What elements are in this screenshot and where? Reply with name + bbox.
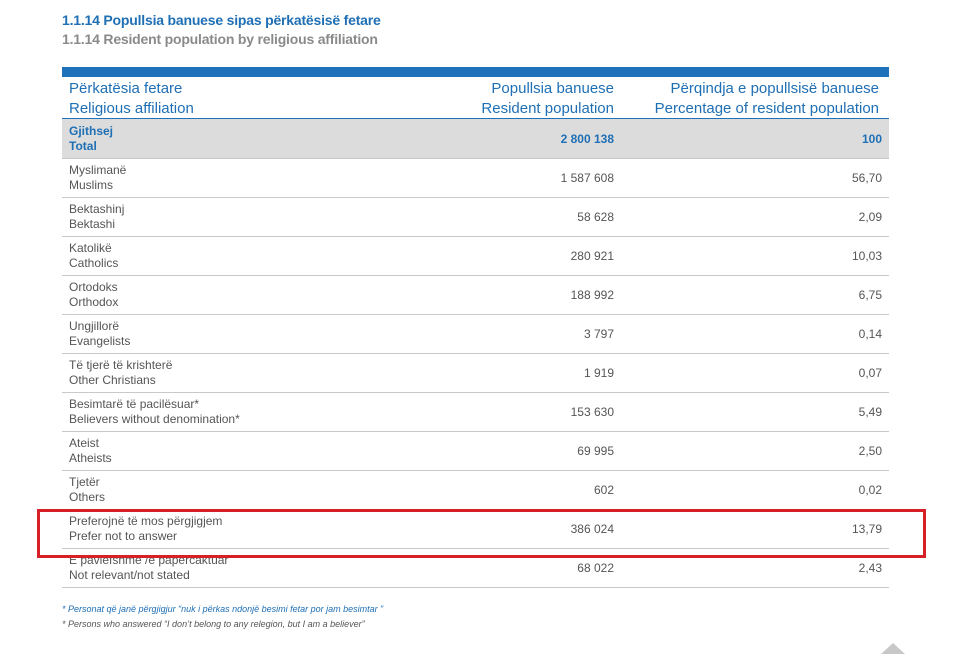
row-population: 602 bbox=[593, 483, 614, 497]
table-header: Përkatësia fetare Religious affiliation … bbox=[62, 77, 889, 119]
row-label-sq: Ateist bbox=[69, 436, 100, 450]
row-population: 280 921 bbox=[570, 249, 614, 263]
title-albanian: 1.1.14 Popullsia banuese sipas përkatësi… bbox=[62, 12, 381, 28]
row-label: Gjithsej Total bbox=[62, 124, 460, 154]
row-label: Myslimanë Muslims bbox=[62, 163, 460, 193]
header-population-en: Resident population bbox=[481, 100, 614, 117]
row-percent: 13,79 bbox=[851, 522, 882, 536]
row-percent: 5,49 bbox=[858, 405, 882, 419]
row-label-en: Catholics bbox=[69, 256, 119, 270]
row-label-en: Muslims bbox=[69, 178, 113, 192]
row-label: Bektashinj Bektashi bbox=[62, 202, 460, 232]
table-title: 1.1.14 Popullsia banuese sipas përkatësi… bbox=[62, 11, 381, 49]
table-row: Ortodoks Orthodox 188 992 6,75 bbox=[62, 276, 889, 315]
row-label-en: Atheists bbox=[69, 451, 112, 465]
row-label-sq: Të tjerë të krishterë bbox=[69, 358, 173, 372]
row-label: Të tjerë të krishterë Other Christians bbox=[62, 358, 460, 388]
row-label: Ungjillorë Evangelists bbox=[62, 319, 460, 349]
row-label-sq: Katolikë bbox=[69, 241, 112, 255]
footnotes: * Personat që janë përgjigjur “nuk i për… bbox=[62, 602, 383, 632]
row-label-sq: Myslimanë bbox=[69, 163, 127, 177]
row-label-en: Prefer not to answer bbox=[69, 529, 178, 543]
table-row: Ungjillorë Evangelists 3 797 0,14 bbox=[62, 315, 889, 354]
table-row: Të tjerë të krishterë Other Christians 1… bbox=[62, 354, 889, 393]
row-population: 68 022 bbox=[577, 561, 614, 575]
row-label-en: Bektashi bbox=[69, 217, 116, 231]
row-label-en: Total bbox=[69, 138, 97, 153]
row-percent: 0,14 bbox=[858, 327, 882, 341]
table-row: Tjetër Others 602 0,02 bbox=[62, 471, 889, 510]
row-label-en: Orthodox bbox=[69, 295, 119, 309]
row-label: Ateist Atheists bbox=[62, 436, 460, 466]
table-row: Ateist Atheists 69 995 2,50 bbox=[62, 432, 889, 471]
religion-table: Përkatësia fetare Religious affiliation … bbox=[62, 67, 889, 588]
table-row: Katolikë Catholics 280 921 10,03 bbox=[62, 237, 889, 276]
row-label-en: Evangelists bbox=[69, 334, 131, 348]
row-label-sq: Tjetër bbox=[69, 475, 100, 489]
header-affiliation-en: Religious affiliation bbox=[69, 100, 194, 117]
row-percent: 0,02 bbox=[858, 483, 882, 497]
row-percent: 6,75 bbox=[858, 288, 882, 302]
table-row-prefer-not-to-answer: Preferojnë të mos përgjigjem Prefer not … bbox=[62, 510, 889, 549]
table-row: Myslimanë Muslims 1 587 608 56,70 bbox=[62, 159, 889, 198]
table-row: Besimtarë të pacilësuar* Believers witho… bbox=[62, 393, 889, 432]
row-population: 386 024 bbox=[570, 522, 614, 536]
row-population: 1 587 608 bbox=[560, 171, 614, 185]
table-row: Bektashinj Bektashi 58 628 2,09 bbox=[62, 198, 889, 237]
row-percent: 2,43 bbox=[858, 561, 882, 575]
row-population: 1 919 bbox=[583, 366, 614, 380]
highlight-box bbox=[37, 509, 926, 558]
row-label: Ortodoks Orthodox bbox=[62, 280, 460, 310]
row-percent: 0,07 bbox=[858, 366, 882, 380]
row-label-en: Believers without denomination* bbox=[69, 412, 240, 426]
footnote-albanian: * Personat që janë përgjigjur “nuk i për… bbox=[62, 604, 384, 614]
row-population: 188 992 bbox=[570, 288, 614, 302]
row-label-en: Others bbox=[69, 490, 106, 504]
row-label: Tjetër Others bbox=[62, 475, 460, 505]
row-population: 69 995 bbox=[577, 444, 614, 458]
header-affiliation: Përkatësia fetare Religious affiliation bbox=[62, 77, 460, 118]
row-label-sq: Ortodoks bbox=[69, 280, 118, 294]
row-label-sq: Gjithsej bbox=[69, 123, 114, 138]
header-population: Popullsia banuese Resident population bbox=[460, 77, 622, 118]
header-percentage-sq: Përqindja e popullsisë banuese bbox=[670, 80, 879, 97]
row-label-sq: Bektashinj bbox=[69, 202, 125, 216]
row-percent: 2,09 bbox=[858, 210, 882, 224]
footnote-english: * Persons who answered “I don’t belong t… bbox=[62, 619, 365, 629]
row-label-sq: Besimtarë të pacilësuar* bbox=[69, 397, 200, 411]
row-label: Besimtarë të pacilësuar* Believers witho… bbox=[62, 397, 460, 427]
row-label: Katolikë Catholics bbox=[62, 241, 460, 271]
row-percent: 56,70 bbox=[851, 171, 882, 185]
header-population-sq: Popullsia banuese bbox=[491, 80, 614, 97]
row-percent: 100 bbox=[861, 131, 882, 146]
scroll-up-arrow-icon[interactable] bbox=[881, 643, 905, 654]
row-label-sq: Preferojnë të mos përgjigjem bbox=[69, 514, 223, 528]
title-english: 1.1.14 Resident population by religious … bbox=[62, 31, 378, 47]
table-row-total: Gjithsej Total 2 800 138 100 bbox=[62, 119, 889, 159]
row-population: 153 630 bbox=[570, 405, 614, 419]
row-population: 3 797 bbox=[583, 327, 614, 341]
header-percentage-en: Percentage of resident population bbox=[654, 100, 879, 117]
row-percent: 10,03 bbox=[851, 249, 882, 263]
row-percent: 2,50 bbox=[858, 444, 882, 458]
row-label-en: Other Christians bbox=[69, 373, 156, 387]
row-label-en: Not relevant/not stated bbox=[69, 568, 190, 582]
header-percentage: Përqindja e popullsisë banuese Percentag… bbox=[622, 77, 889, 118]
row-label-sq: Ungjillorë bbox=[69, 319, 120, 333]
row-population: 58 628 bbox=[577, 210, 614, 224]
header-affiliation-sq: Përkatësia fetare bbox=[69, 80, 183, 97]
table-top-bar bbox=[62, 67, 889, 77]
row-population: 2 800 138 bbox=[560, 131, 614, 146]
row-label: Preferojnë të mos përgjigjem Prefer not … bbox=[62, 514, 460, 544]
